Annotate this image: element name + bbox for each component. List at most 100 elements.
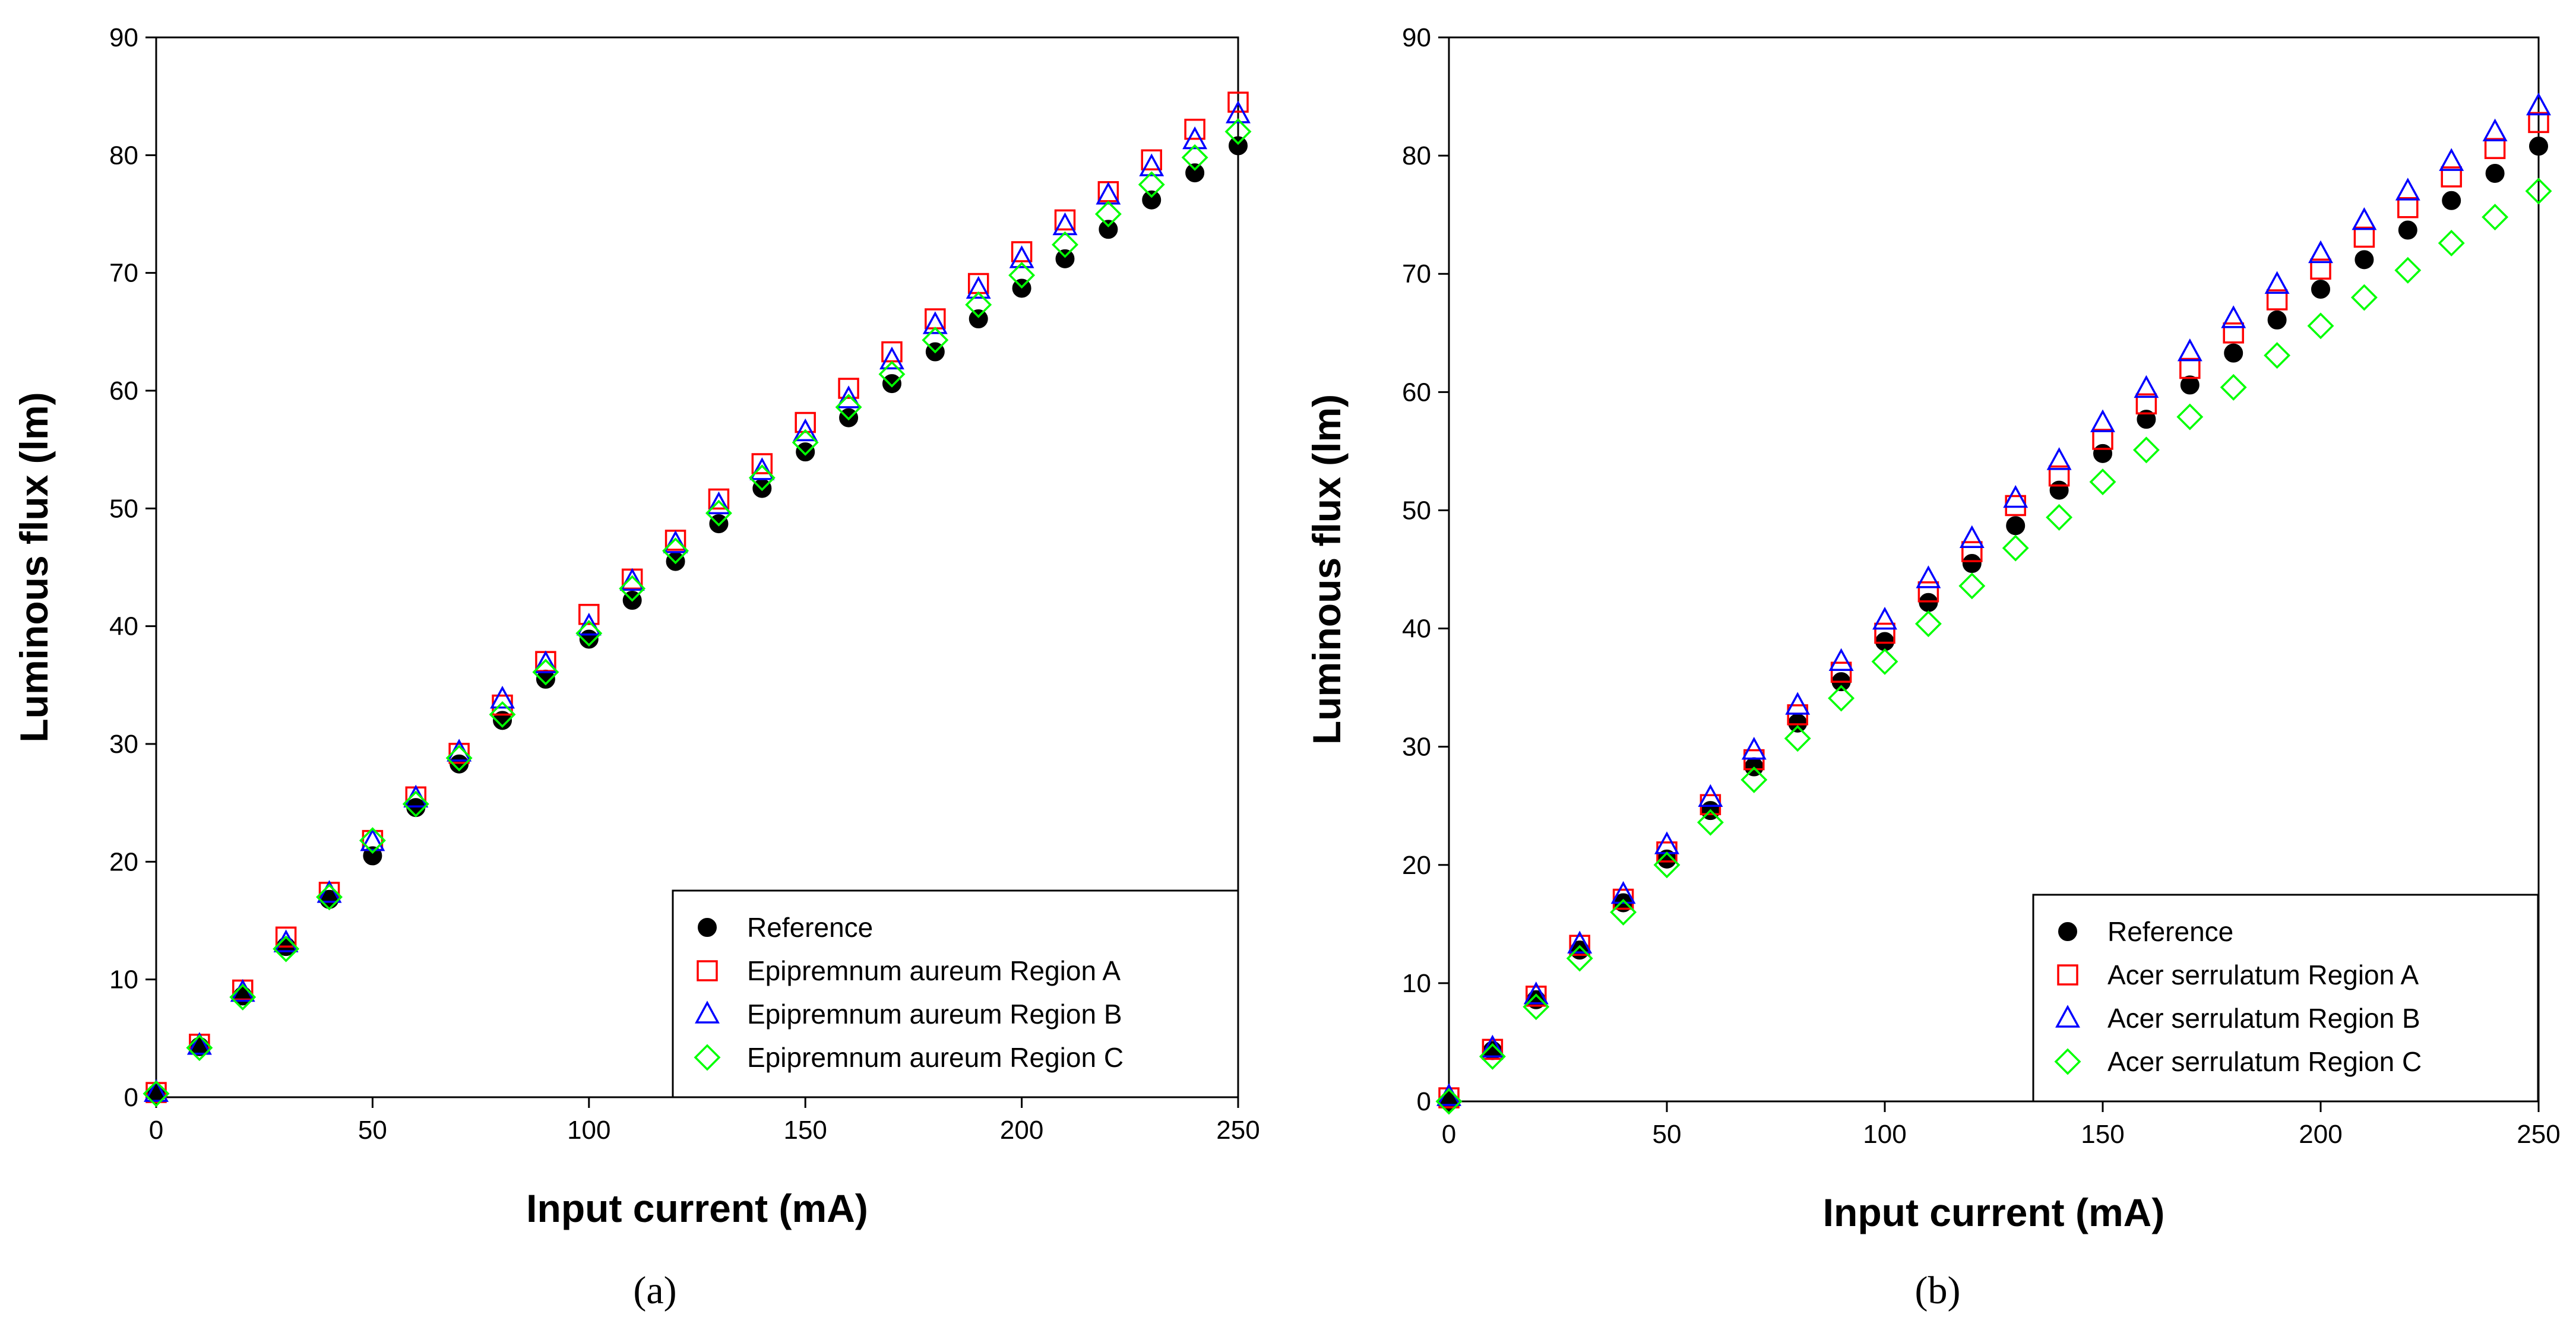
data-point: [229, 983, 257, 1011]
data-point: [1008, 262, 1036, 289]
data-point: [2441, 166, 2462, 188]
x-tick-label: 200: [2299, 1120, 2342, 1149]
data-point: [662, 537, 689, 565]
legend-label: Acer serrulatum Region B: [2107, 1003, 2420, 1034]
data-point: [705, 499, 732, 527]
data-point: [2355, 250, 2374, 270]
x-tick-label: 250: [2517, 1120, 2560, 1149]
data-point: [2394, 256, 2422, 284]
data-point: [2132, 436, 2160, 464]
legend-label: Reference: [747, 912, 873, 943]
data-point: [922, 311, 948, 334]
series-reference: [1439, 137, 2548, 1111]
data-point: [2093, 444, 2112, 463]
legend-label: Epipremnum aureum Region A: [747, 955, 1121, 986]
data-point: [2177, 338, 2202, 362]
x-tick-label: 150: [783, 1116, 827, 1145]
y-tick-label: 20: [109, 847, 138, 876]
data-point: [2526, 92, 2551, 116]
data-point: [1094, 201, 1122, 227]
x-tick-label: 200: [1000, 1116, 1043, 1145]
data-point: [1787, 704, 1808, 726]
plot-frame: [1448, 36, 2540, 1103]
data-point: [2308, 240, 2333, 264]
data-point: [1226, 100, 1251, 123]
data-point: [1052, 231, 1078, 258]
data-point: [576, 613, 602, 636]
data-point: [2089, 468, 2116, 496]
data-point: [359, 827, 386, 854]
panel-label-b: (b): [1915, 1269, 1961, 1312]
data-point: [1009, 245, 1034, 268]
legend-marker: [694, 1044, 721, 1071]
data-point: [2046, 503, 2073, 531]
data-point: [879, 346, 904, 370]
data-point: [575, 620, 603, 647]
x-axis-title: Input current (mA): [526, 1186, 868, 1230]
data-point: [1185, 163, 1205, 183]
data-point: [1917, 581, 1939, 603]
data-point: [748, 464, 776, 492]
data-point: [2395, 178, 2420, 201]
data-point: [882, 374, 901, 394]
data-point: [2090, 409, 2115, 432]
y-tick-label: 0: [1417, 1087, 1431, 1116]
legend-marker: [2057, 964, 2078, 986]
data-point: [1785, 692, 1811, 715]
data-point: [2398, 220, 2417, 240]
data-point: [448, 743, 470, 764]
y-tick-label: 80: [109, 141, 138, 170]
data-point: [490, 685, 515, 709]
data-point: [578, 604, 600, 625]
data-point: [2350, 284, 2378, 311]
series-epipremnum-aureum-region-c: [143, 118, 1252, 1107]
x-tick-label: 0: [1442, 1120, 1456, 1149]
data-point: [2307, 312, 2334, 340]
data-point: [2525, 178, 2552, 205]
data-point: [2311, 280, 2330, 299]
data-point: [1566, 945, 1593, 972]
data-point: [1830, 661, 1852, 683]
data-point: [1141, 149, 1162, 171]
data-point: [1526, 986, 1547, 1007]
y-tick-label: 30: [109, 730, 138, 759]
data-point: [402, 790, 429, 818]
data-point: [144, 1079, 169, 1102]
legend-marker: [2054, 1048, 2081, 1075]
x-tick-label: 50: [358, 1116, 387, 1145]
data-point: [1914, 610, 1942, 638]
y-tick-label: 10: [109, 965, 138, 995]
data-point: [1958, 572, 1986, 600]
legend-marker: [2058, 922, 2077, 941]
data-point: [2528, 112, 2549, 134]
data-point: [2137, 410, 2156, 429]
data-point: [878, 360, 906, 388]
data-point: [751, 453, 773, 474]
data-point: [2264, 342, 2291, 369]
data-point: [1919, 593, 1938, 612]
legend-box: [2032, 894, 2539, 1103]
data-point: [1741, 736, 1767, 760]
y-tick-label: 70: [109, 259, 138, 288]
data-point: [966, 275, 991, 299]
data-point: [2484, 138, 2506, 159]
data-point: [2048, 465, 2070, 487]
data-point: [1181, 144, 1208, 171]
data-point: [2046, 447, 2072, 470]
data-point: [793, 418, 818, 442]
data-point: [2092, 429, 2113, 450]
data-point: [2134, 375, 2159, 398]
data-point: [533, 650, 558, 673]
data-point: [406, 798, 426, 818]
data-point: [1182, 126, 1208, 150]
legend-label: Reference: [2107, 916, 2233, 947]
x-axis-title: Input current (mA): [1823, 1190, 2165, 1234]
data-point: [317, 880, 342, 903]
y-axis-title: Luminous flux (lm): [12, 392, 56, 742]
data-point: [489, 701, 516, 728]
data-point: [1784, 725, 1811, 752]
legend-marker: [2055, 1005, 2080, 1028]
x-tick-label: 0: [149, 1116, 163, 1145]
data-point: [1961, 541, 1983, 562]
data-point: [1872, 606, 1897, 630]
